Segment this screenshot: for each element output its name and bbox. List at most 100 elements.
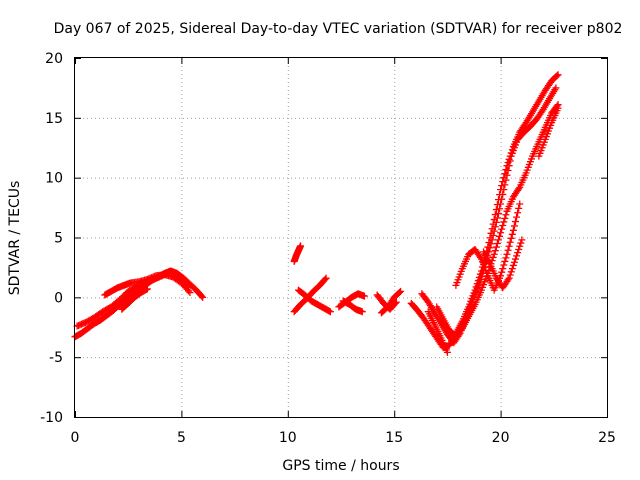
data-point (501, 257, 509, 265)
series-arc-morning-4 (118, 285, 151, 313)
data-point (514, 249, 522, 257)
data-point (515, 185, 523, 193)
x-tick-label: 20 (492, 430, 510, 446)
data-point (186, 289, 194, 297)
data-point (199, 293, 207, 301)
data-point (358, 308, 366, 316)
data-point (321, 275, 329, 283)
y-tick-label: 5 (54, 231, 63, 247)
y-tick-labels: -10 -5 0 5 10 15 20 (40, 51, 63, 426)
series-arc-noon-2 (290, 274, 330, 316)
data-point (496, 205, 504, 213)
data-point (491, 223, 499, 231)
y-tick-label: -10 (40, 410, 63, 426)
data-point (516, 200, 524, 208)
data-point (504, 276, 512, 284)
data-point (509, 261, 517, 269)
data-point (503, 171, 511, 179)
data-point (491, 247, 499, 255)
series-arc-noon-7 (377, 287, 405, 317)
data-point (515, 204, 523, 212)
x-axis-label: GPS time / hours (282, 458, 399, 474)
chart-title: Day 067 of 2025, Sidereal Day-to-day VTE… (54, 21, 623, 37)
y-tick-label: 15 (45, 111, 63, 127)
data-point (143, 285, 151, 293)
data-point (496, 232, 504, 240)
data-point (515, 245, 523, 253)
data-point (514, 209, 522, 217)
data-point (475, 279, 483, 287)
data-point (509, 226, 517, 234)
data-point (501, 181, 509, 189)
data-point (198, 292, 206, 300)
data-point (499, 265, 507, 273)
data-point (494, 236, 502, 244)
series-arc-noon-5 (339, 297, 366, 316)
data-point (500, 218, 508, 226)
data-point (487, 240, 495, 248)
data-point (492, 243, 500, 251)
data-point (507, 268, 515, 276)
data-point (486, 244, 494, 252)
data-point (508, 265, 516, 273)
y-tick-label: -5 (49, 350, 63, 366)
data-point (493, 239, 501, 247)
x-tick-label: 25 (598, 430, 616, 446)
data-point (476, 253, 484, 261)
y-tick-label: 20 (45, 51, 63, 67)
data-point (490, 227, 498, 235)
data-point (492, 218, 500, 226)
data-point (511, 255, 519, 263)
data-point (499, 222, 507, 230)
data-point (498, 182, 506, 190)
data-point (513, 213, 521, 221)
data-point (505, 162, 513, 170)
data-point (488, 236, 496, 244)
data-point (443, 348, 451, 356)
data-point (513, 252, 521, 260)
data-point (498, 268, 506, 276)
series-arc-noon-4 (335, 290, 368, 311)
data-point (504, 246, 512, 254)
data-point (492, 206, 500, 214)
data-point (508, 230, 516, 238)
series-arc-evening-2 (418, 84, 560, 347)
series-arc-noon-1 (290, 242, 305, 265)
data-point (503, 250, 511, 258)
data-points (71, 71, 562, 356)
data-point (516, 242, 524, 250)
data-point (397, 287, 405, 295)
x-tick-label: 0 (71, 430, 80, 446)
data-point (506, 238, 514, 246)
series-arc-evening-5 (480, 236, 526, 292)
data-point (506, 157, 514, 165)
data-point (497, 200, 505, 208)
data-point (552, 84, 560, 92)
data-point (489, 253, 497, 261)
data-point (510, 258, 518, 266)
y-tick-label: 0 (54, 290, 63, 306)
x-tick-labels: 0 5 10 15 20 25 (71, 430, 616, 446)
data-point (518, 236, 526, 244)
data-point (517, 239, 525, 247)
data-point (493, 214, 501, 222)
x-tick-label: 15 (385, 430, 403, 446)
data-point (476, 276, 484, 284)
data-point (500, 186, 508, 194)
series-arc-morning-3 (101, 271, 194, 299)
data-point (360, 292, 368, 300)
data-point (499, 190, 507, 198)
data-point (498, 225, 506, 233)
data-point (489, 232, 497, 240)
x-tick-label: 10 (279, 430, 297, 446)
data-point (326, 308, 334, 316)
x-tick-label: 5 (177, 430, 186, 446)
data-point (501, 214, 509, 222)
data-point (502, 176, 510, 184)
plot-frame (74, 57, 608, 418)
data-point (511, 218, 519, 226)
data-point (554, 71, 562, 79)
series-arc-noon-3 (294, 286, 334, 316)
data-point (507, 234, 515, 242)
data-point (494, 210, 502, 218)
